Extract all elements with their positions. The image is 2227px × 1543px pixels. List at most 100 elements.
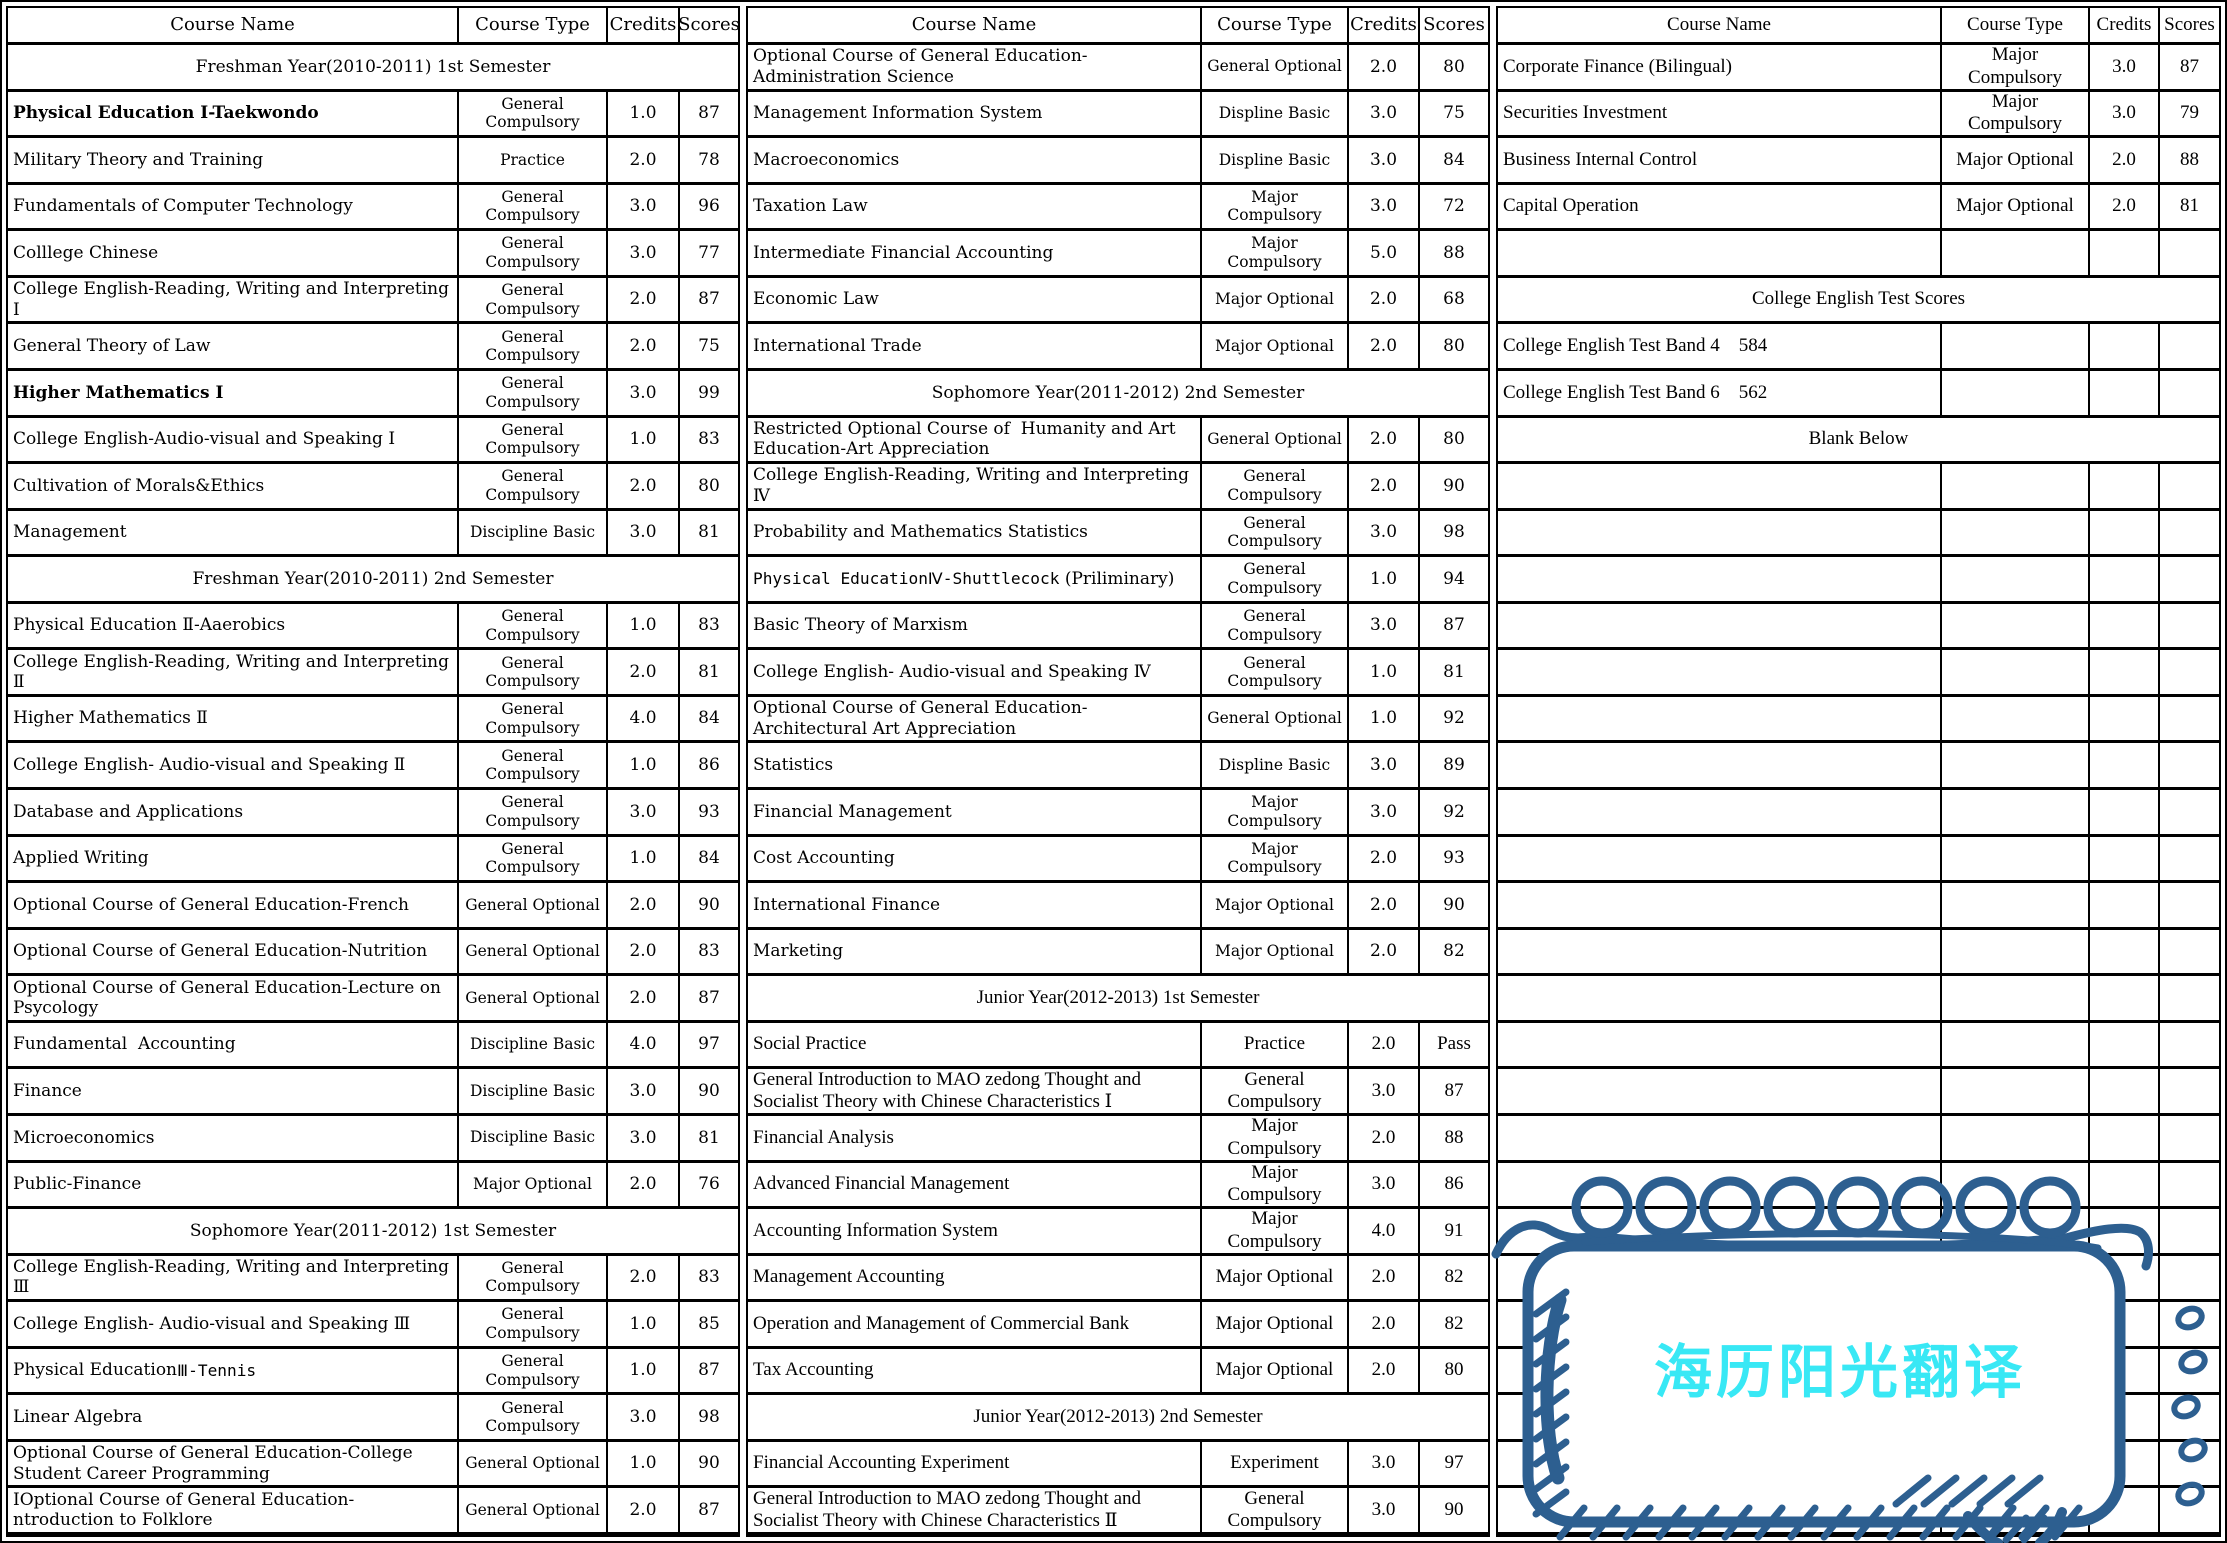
- course-scores-cell: 81: [2160, 185, 2219, 232]
- course-type-cell: General Optional: [459, 976, 608, 1023]
- course-scores-cell: 80: [1420, 45, 1488, 92]
- course-type-cell: General Compulsory: [459, 1255, 608, 1303]
- semester-span-row: College English Test Scores: [1498, 278, 2219, 325]
- course-type-cell: General Compulsory: [459, 1302, 608, 1349]
- course-scores-cell: [2160, 697, 2219, 744]
- course-credits-cell: 1.0: [1349, 557, 1420, 604]
- course-scores-cell: 72: [1420, 185, 1488, 232]
- course-name-cell: [1498, 1069, 1942, 1116]
- course-credits-cell: 2.0: [608, 929, 680, 977]
- course-name-cell: Basic Theory of Marxism: [748, 603, 1202, 651]
- course-type-cell: General Compulsory: [459, 790, 608, 837]
- course-name-cell: College English Test Band 6 562: [1498, 370, 1942, 418]
- course-credits-cell: [2090, 1441, 2160, 1489]
- course-name-cell: Management Accounting: [748, 1255, 1202, 1303]
- course-scores-cell: [2160, 1256, 2219, 1303]
- course-credits-cell: 2.0: [1349, 1302, 1420, 1349]
- course-credits-cell: [2090, 650, 2160, 697]
- course-credits-cell: 2.0: [1349, 277, 1420, 325]
- course-credits-cell: 5.0: [1349, 231, 1420, 278]
- course-type-cell: General Optional: [1202, 45, 1349, 92]
- course-name-segment: (Priliminary): [1059, 568, 1175, 589]
- course-credits-cell: 1.0: [1349, 650, 1420, 697]
- course-scores-cell: 94: [1420, 557, 1488, 604]
- course-credits-cell: 2.0: [608, 1488, 680, 1535]
- course-type-cell: General Compulsory: [459, 464, 608, 511]
- semester-span-row: Freshman Year(2010-2011) 1st Semester: [8, 45, 738, 92]
- course-name-cell: Database and Applications: [8, 790, 459, 837]
- course-credits-cell: 3.0: [1349, 1488, 1420, 1535]
- course-type-cell: Discipline Basic: [459, 1069, 608, 1116]
- course-scores-cell: [2160, 790, 2219, 837]
- course-type-cell: General Compulsory: [459, 836, 608, 884]
- course-scores-cell: 87: [680, 278, 738, 325]
- course-credits-cell: 2.0: [1349, 417, 1420, 465]
- course-credits-cell: [2090, 231, 2160, 278]
- course-credits-cell: 2.0: [608, 1162, 680, 1210]
- course-credits-cell: 3.0: [1349, 184, 1420, 232]
- course-credits-cell: 3.0: [1349, 743, 1420, 790]
- course-scores-cell: [2160, 976, 2219, 1023]
- course-type-cell: General Compulsory: [459, 743, 608, 790]
- course-type-cell: General Optional: [459, 1488, 608, 1535]
- course-name-cell: [1498, 1348, 1942, 1396]
- course-credits-cell: [2090, 1209, 2160, 1256]
- course-type-cell: General Compulsory: [459, 370, 608, 418]
- semester-span-row: Junior Year(2012-2013) 1st Semester: [748, 976, 1488, 1023]
- course-type-cell: Discipline Basic: [459, 510, 608, 558]
- course-type-cell: Displine Basic: [1202, 91, 1349, 139]
- transcript-table-section-left: Course Name Course Type Credits Scores Fresh…: [6, 6, 740, 1537]
- course-scores-cell: [2160, 324, 2219, 371]
- course-name-cell: [1498, 790, 1942, 837]
- course-credits-cell: 1.0: [608, 1302, 680, 1349]
- course-type-cell: General Compulsory: [1202, 464, 1349, 511]
- course-type-cell: [1942, 1302, 2090, 1349]
- course-type-cell: Discipline Basic: [459, 1022, 608, 1070]
- course-scores-cell: 96: [680, 185, 738, 232]
- course-name-cell: [1498, 1488, 1942, 1535]
- course-scores-cell: 90: [1420, 464, 1488, 511]
- course-scores-cell: 85: [680, 1302, 738, 1349]
- course-credits-cell: 3.0: [608, 370, 680, 418]
- course-scores-cell: 83: [680, 418, 738, 465]
- course-credits-cell: 3.0: [608, 790, 680, 837]
- course-name-cell: [1498, 231, 1942, 278]
- course-name-cell: Financial Analysis: [748, 1115, 1202, 1163]
- course-type-cell: Major Optional: [1202, 324, 1349, 371]
- course-type-cell: General Compulsory: [1202, 510, 1349, 558]
- course-type-cell: [1942, 1441, 2090, 1489]
- course-type-cell: Major Compulsory: [1202, 1115, 1349, 1163]
- course-scores-cell: 84: [680, 697, 738, 744]
- course-name-cell: Military Theory and Training: [8, 138, 459, 185]
- course-credits-cell: 3.0: [1349, 138, 1420, 185]
- course-name-cell: College English- Audio-visual and Speaki…: [748, 650, 1202, 697]
- course-credits-cell: 2.0: [1349, 1348, 1420, 1396]
- course-credits-cell: 2.0: [1349, 836, 1420, 884]
- course-name-cell: College English-Reading, Writing and Int…: [8, 277, 459, 325]
- course-type-cell: [1942, 510, 2090, 558]
- course-type-cell: [1942, 1069, 2090, 1116]
- course-scores-cell: [2160, 1023, 2219, 1070]
- course-name-cell: Optional Course of General Education-Lec…: [8, 976, 459, 1023]
- course-name-cell: Higher Mathematics Ⅰ: [8, 370, 459, 418]
- course-type-cell: General Optional: [459, 929, 608, 977]
- course-name-cell: Physical Education Ⅱ-Aaerobics: [8, 603, 459, 651]
- course-credits-cell: [2090, 324, 2160, 371]
- course-scores-cell: 92: [1420, 697, 1488, 744]
- course-scores-cell: 82: [1420, 1302, 1488, 1349]
- course-scores-cell: 68: [1420, 278, 1488, 325]
- course-name-cell: Fundamental Accounting: [8, 1022, 459, 1070]
- course-credits-cell: [2090, 1488, 2160, 1535]
- course-scores-cell: 81: [680, 511, 738, 558]
- table-header-name: Course Name: [8, 8, 459, 45]
- course-credits-cell: 2.0: [608, 277, 680, 325]
- table-header-type: Course Type: [459, 8, 608, 45]
- course-scores-cell: [2160, 1163, 2219, 1210]
- course-type-cell: [1942, 464, 2090, 511]
- course-credits-cell: 1.0: [1349, 696, 1420, 744]
- course-name-cell: Linear Algebra: [8, 1395, 459, 1442]
- course-name-cell: Physical Education I-Taekwondo: [8, 91, 459, 139]
- course-type-cell: Major Optional: [1202, 277, 1349, 325]
- course-credits-cell: [2090, 1348, 2160, 1396]
- course-name-cell: Optional Course of General Education-Fre…: [8, 883, 459, 930]
